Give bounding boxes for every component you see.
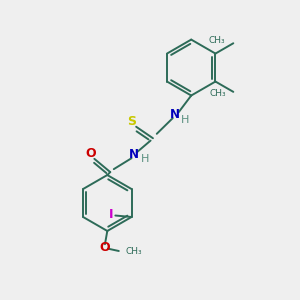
Text: CH₃: CH₃: [208, 36, 225, 45]
Text: N: N: [129, 148, 139, 161]
Text: H: H: [141, 154, 149, 164]
Text: O: O: [100, 241, 110, 254]
Text: I: I: [109, 208, 113, 221]
Text: O: O: [85, 147, 95, 160]
Text: H: H: [181, 115, 190, 125]
Text: CH₃: CH₃: [209, 89, 226, 98]
Text: CH₃: CH₃: [126, 248, 142, 256]
Text: S: S: [127, 115, 136, 128]
Text: N: N: [170, 108, 180, 121]
